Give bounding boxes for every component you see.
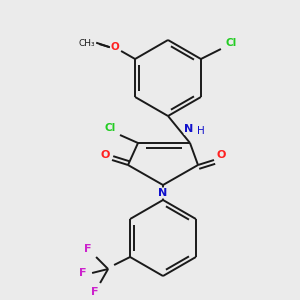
Text: O: O xyxy=(111,42,119,52)
Text: —: — xyxy=(85,38,93,46)
Text: F: F xyxy=(91,287,99,297)
Text: F: F xyxy=(84,244,92,254)
Text: O: O xyxy=(216,150,226,160)
Text: Cl: Cl xyxy=(104,123,116,133)
Text: Cl: Cl xyxy=(225,38,236,48)
Text: N: N xyxy=(158,188,168,198)
Text: F: F xyxy=(79,268,87,278)
Text: O: O xyxy=(100,150,110,160)
Text: CH₃: CH₃ xyxy=(79,38,95,47)
Text: N: N xyxy=(184,124,194,134)
Text: H: H xyxy=(197,125,205,136)
